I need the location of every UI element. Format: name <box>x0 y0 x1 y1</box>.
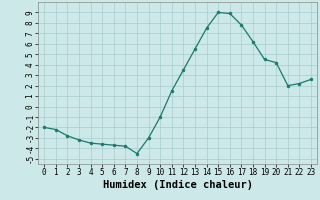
X-axis label: Humidex (Indice chaleur): Humidex (Indice chaleur) <box>103 180 252 190</box>
